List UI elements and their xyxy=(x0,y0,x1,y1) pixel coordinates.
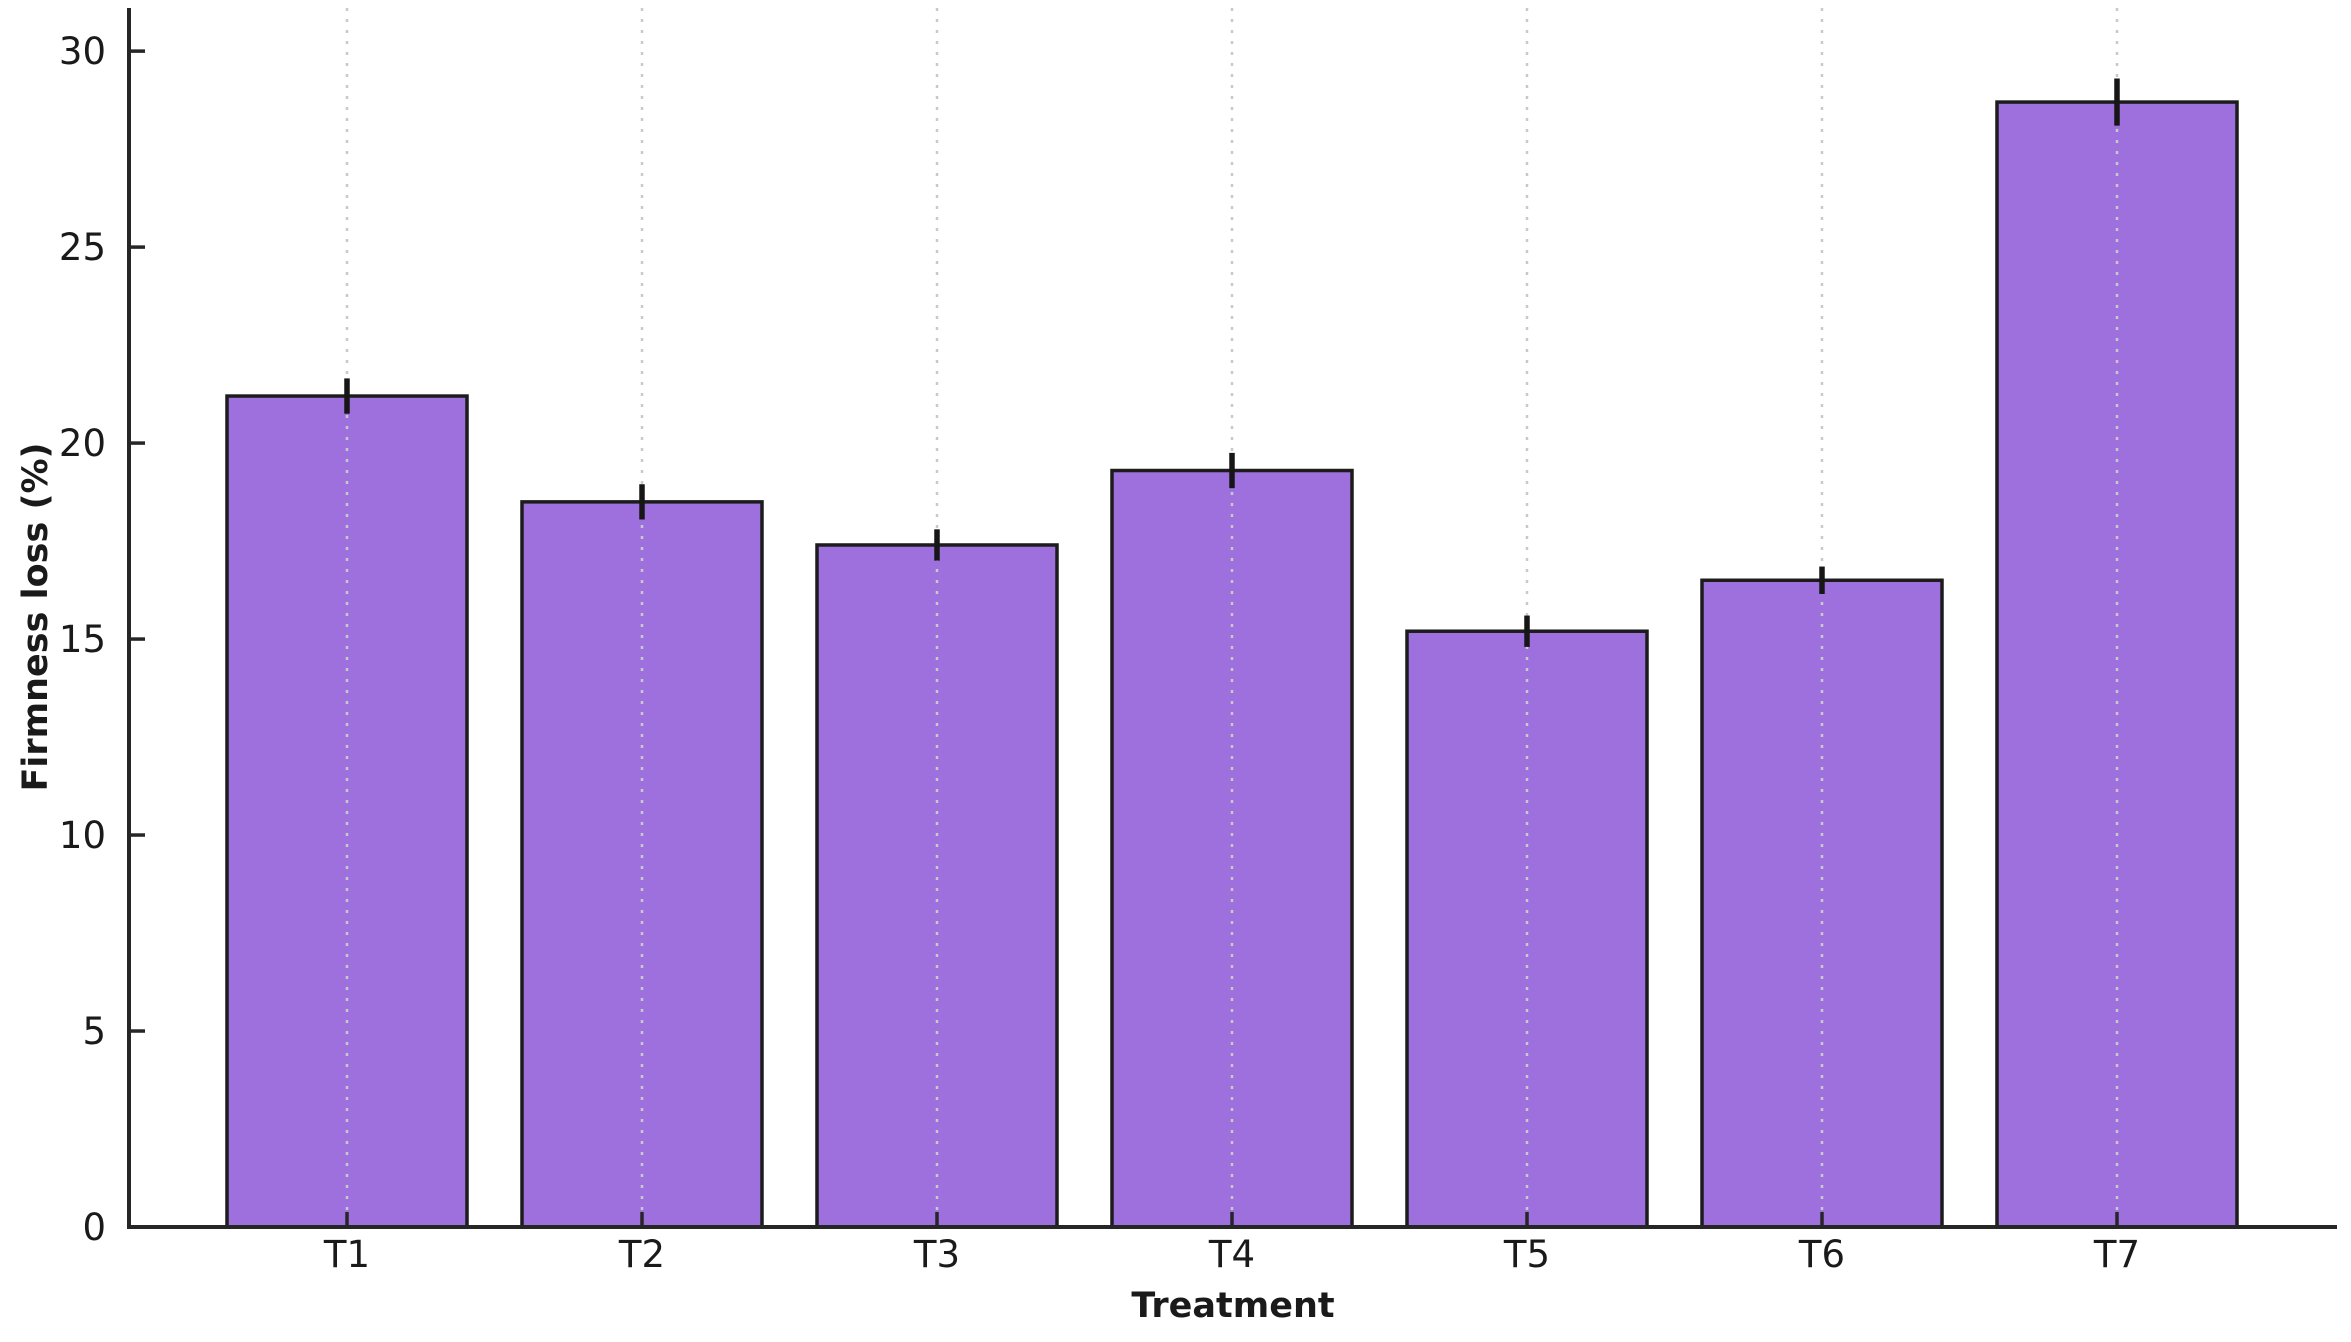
x-tick-label-T6: T6 xyxy=(1798,1233,1845,1276)
bar-T4 xyxy=(1110,468,1354,1229)
y-tick-label-5: 5 xyxy=(82,1010,106,1053)
x-axis-title: Treatment xyxy=(1131,1286,1335,1326)
bar-T5 xyxy=(1405,629,1649,1229)
x-tick-label-T1: T1 xyxy=(323,1233,370,1276)
y-tick-label-20: 20 xyxy=(59,422,106,465)
y-axis-title: Firmness loss (%) xyxy=(16,442,56,792)
x-tick-label-T2: T2 xyxy=(618,1233,665,1276)
x-tick-label-T4: T4 xyxy=(1208,1233,1255,1276)
y-tick-label-15: 15 xyxy=(59,618,106,661)
bar-T7 xyxy=(1995,100,2239,1229)
y-tick-label-0: 0 xyxy=(82,1206,106,1249)
bar-T2 xyxy=(520,500,764,1229)
bar-T6 xyxy=(1700,578,1944,1229)
y-tick-label-10: 10 xyxy=(59,814,106,857)
y-tick-label-30: 30 xyxy=(59,30,106,73)
x-tick-label-T7: T7 xyxy=(2093,1233,2140,1276)
x-tick-label-T5: T5 xyxy=(1503,1233,1550,1276)
y-tick-label-25: 25 xyxy=(59,226,106,269)
x-tick-label-T3: T3 xyxy=(913,1233,960,1276)
